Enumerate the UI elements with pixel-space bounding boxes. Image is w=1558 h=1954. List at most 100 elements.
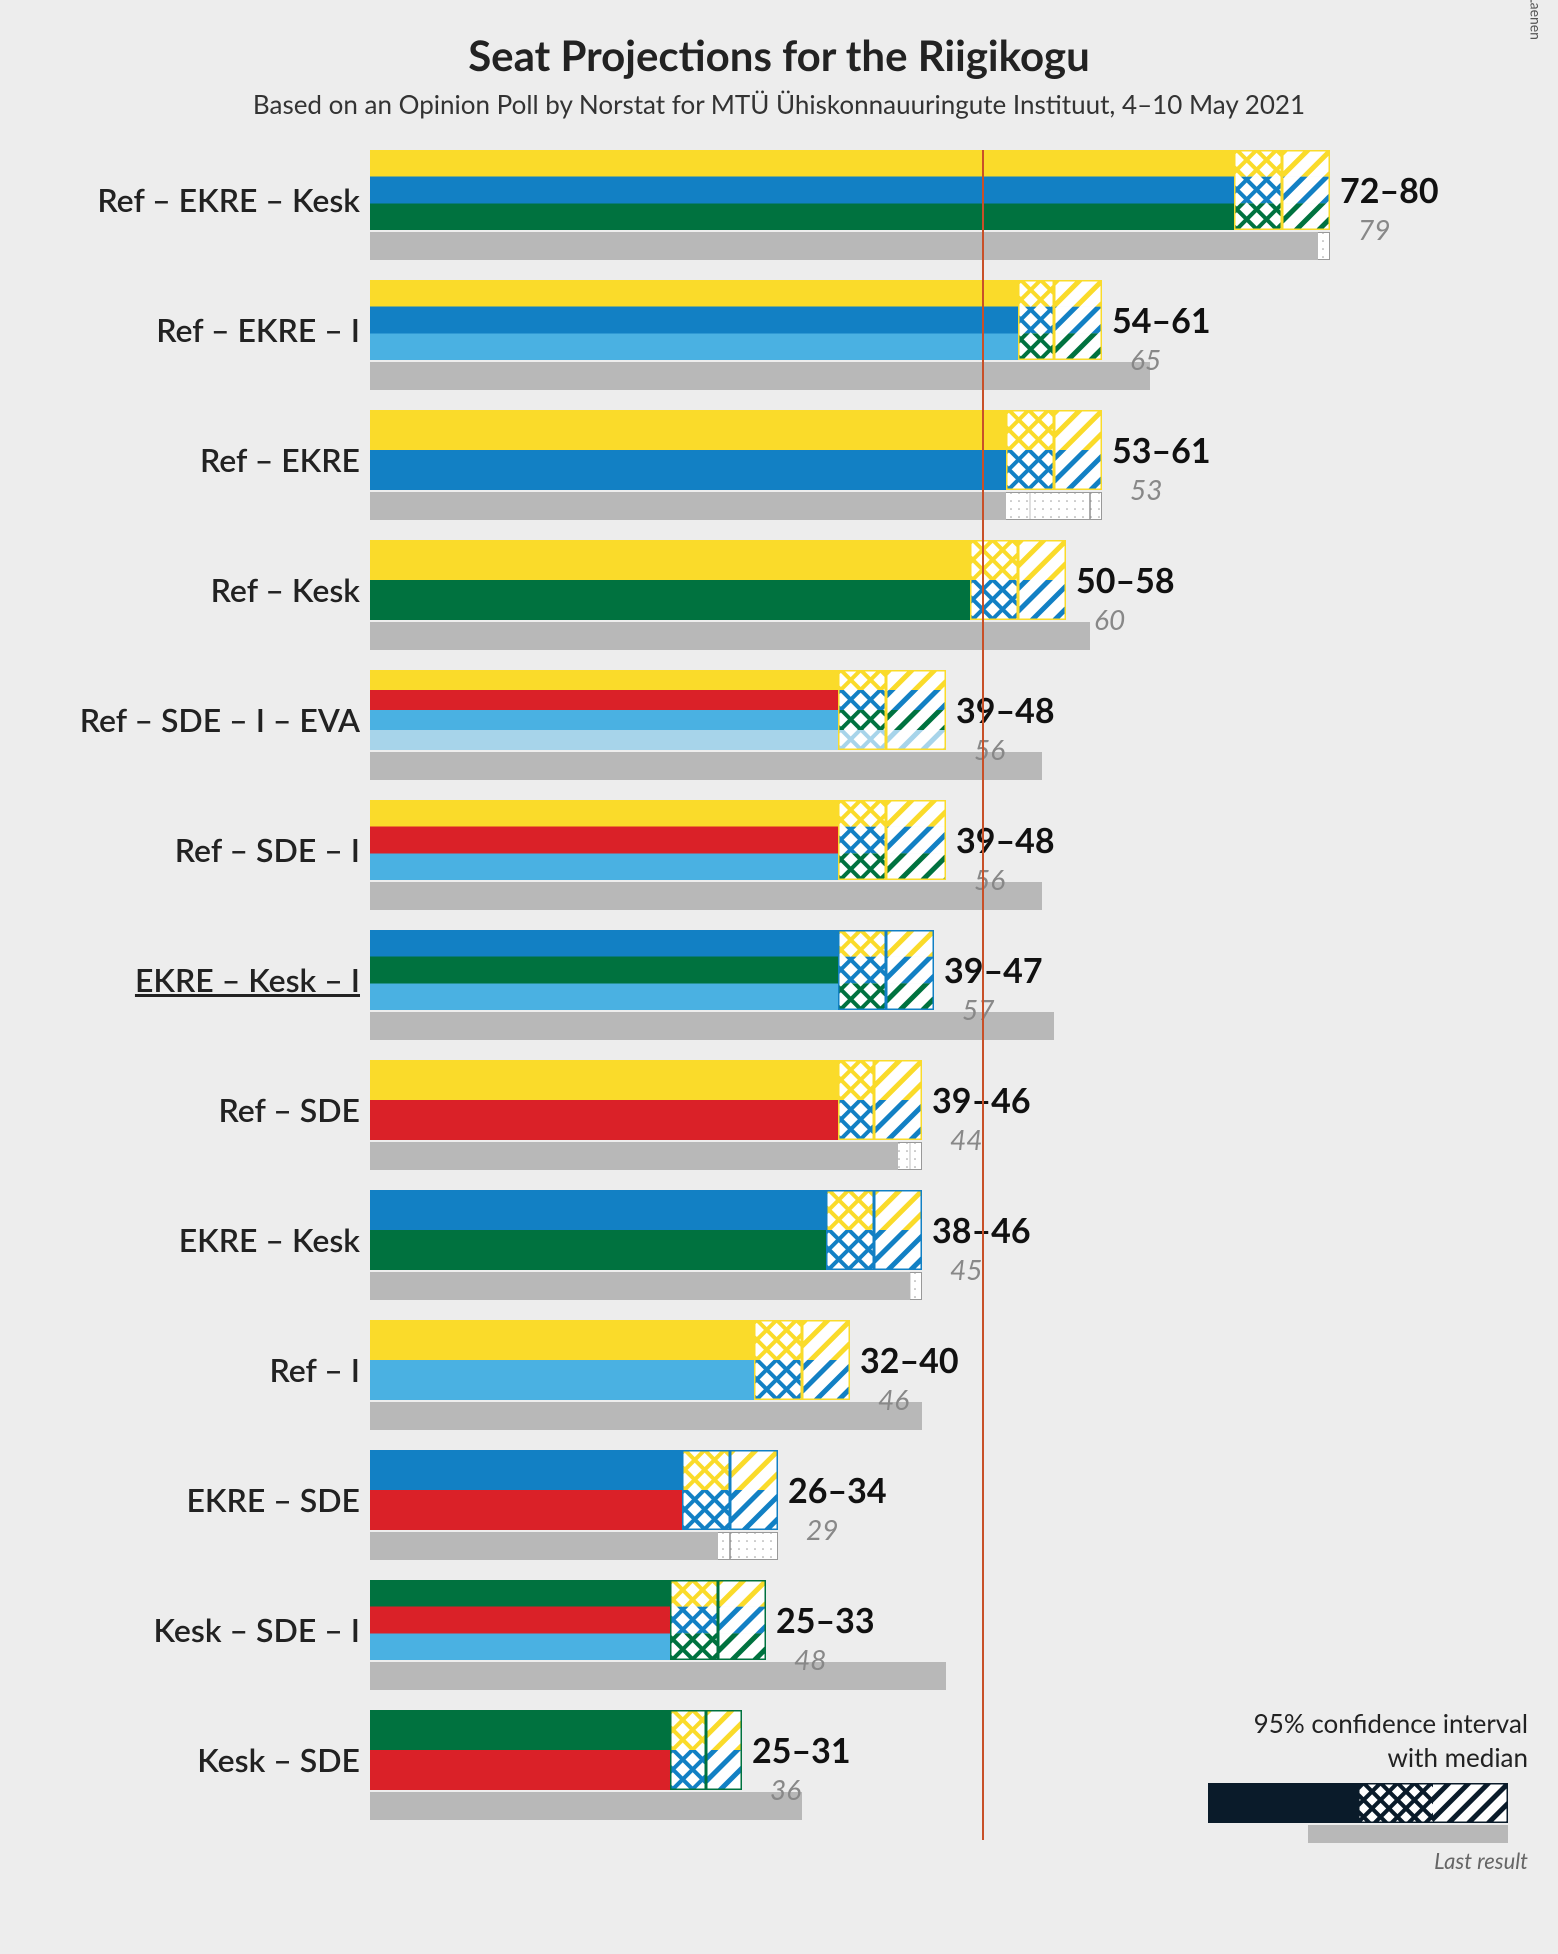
projection-range: 26–34 [788,1470,887,1511]
last-result-value: 56 [974,862,1005,896]
coalition-label: Ref – EKRE – Kesk [20,180,360,219]
ci-upper [886,670,946,750]
projection-bar [370,670,838,750]
last-result-bar [370,1012,1054,1040]
ci-upper [706,1710,742,1790]
coalition-label: Kesk – SDE [20,1740,360,1779]
last-result-value: 45 [950,1252,982,1286]
ci-upper [730,1450,778,1530]
coalition-row: Ref – SDE 39–4644 [370,1060,1450,1190]
ci-lower [682,1450,730,1530]
projection-bar [370,1190,826,1270]
ci-upper [1054,280,1102,360]
majority-line [982,150,984,1840]
last-result-bar [370,1662,946,1690]
projection-range: 54–61 [1112,300,1211,341]
projection-range: 72–80 [1340,170,1439,211]
projection-bar [370,800,838,880]
projection-bar [370,540,970,620]
coalition-label: Ref – SDE [20,1090,360,1129]
coalition-label: Kesk – SDE – I [20,1610,360,1649]
last-result-value: 46 [878,1382,909,1416]
projection-range: 39–48 [956,690,1055,731]
last-result-bar [370,492,1006,520]
copyright-text: © 2021 Filip van Laenen [1527,0,1544,40]
coalition-row: EKRE – Kesk – I 39–4757 [370,930,1450,1060]
last-result-value: 57 [962,992,994,1026]
ci-lower [970,540,1018,620]
last-result-bar [370,1272,910,1300]
projection-range: 39–48 [956,820,1055,861]
legend: 95% confidence interval with median Last… [1168,1707,1528,1874]
coalition-row: Kesk – SDE – I 25–3348 [370,1580,1450,1710]
coalition-label: Ref – EKRE – I [20,310,360,349]
last-result-bar [370,232,1318,260]
last-result-bar [370,1142,898,1170]
projection-range: 50–58 [1076,560,1175,601]
chart-area: Ref – EKRE – Kesk 72–8079Ref – EKRE – I [370,150,1450,1930]
projection-bar [370,410,1006,490]
projection-range: 32–40 [860,1340,959,1381]
last-result-value: 56 [974,732,1005,766]
coalition-row: Ref – EKRE – I 54–6165 [370,280,1450,410]
ci-lower [754,1320,802,1400]
projection-bar [370,1060,838,1140]
last-result-bar [370,1532,718,1560]
ci-lower [838,1060,874,1140]
coalition-row: Ref – Kesk 50–5860 [370,540,1450,670]
ci-upper [886,930,934,1010]
ci-lower [670,1710,706,1790]
last-result-value: 36 [770,1772,801,1806]
legend-ci-bar [1208,1783,1508,1823]
projection-range: 53–61 [1112,430,1211,471]
coalition-row: Ref – I 32–4046 [370,1320,1450,1450]
last-result-value: 60 [1094,602,1125,636]
projection-range: 39–47 [944,950,1043,991]
ci-upper [802,1320,850,1400]
ci-upper [718,1580,766,1660]
coalition-label: Ref – EKRE [20,440,360,479]
last-result-value: 29 [806,1512,838,1546]
projection-bar [370,930,838,1010]
projection-bar [370,1710,670,1790]
legend-last-bar [1308,1825,1508,1843]
coalition-label: Ref – I [20,1350,360,1389]
coalition-row: Ref – SDE – I 39–4856 [370,800,1450,930]
last-result-value: 44 [950,1122,982,1156]
projection-bar [370,1320,754,1400]
ci-upper [1282,150,1330,230]
ci-lower [826,1190,874,1270]
legend-ci-text: 95% confidence interval with median [1168,1707,1528,1775]
chart-subtitle: Based on an Opinion Poll by Norstat for … [0,88,1558,120]
coalition-row: Ref – SDE – I – EVA [370,670,1450,800]
ci-lower [838,670,886,750]
projection-range: 25–31 [752,1730,851,1771]
ci-lower [670,1580,718,1660]
ci-upper [886,800,946,880]
coalition-label: Ref – SDE – I [20,830,360,869]
ci-lower [838,800,886,880]
last-result-value: 65 [1130,342,1161,376]
ci-upper [1018,540,1066,620]
last-result-bar [370,752,1042,780]
ci-upper [874,1190,922,1270]
ci-upper [874,1060,922,1140]
coalition-label: EKRE – Kesk [20,1220,360,1259]
chart-title: Seat Projections for the Riigikogu [0,0,1558,80]
coalition-label: EKRE – SDE [20,1480,360,1519]
coalition-row: Ref – EKRE – Kesk 72–8079 [370,150,1450,280]
coalition-label: Ref – SDE – I – EVA [20,700,360,739]
last-result-bar [370,362,1150,390]
last-result-value: 53 [1130,472,1162,506]
projection-bar [370,280,1018,360]
last-result-bar [370,1792,802,1820]
last-result-bar [370,882,1042,910]
coalition-label: Ref – Kesk [20,570,360,609]
projection-bar [370,1580,670,1660]
ci-lower [1006,410,1054,490]
coalition-row: EKRE – Kesk 38–4645 [370,1190,1450,1320]
coalition-row: Ref – EKRE 53–6153 [370,410,1450,540]
coalition-label: EKRE – Kesk – I [20,960,360,999]
last-result-bar [370,1402,922,1430]
ci-upper [1054,410,1102,490]
